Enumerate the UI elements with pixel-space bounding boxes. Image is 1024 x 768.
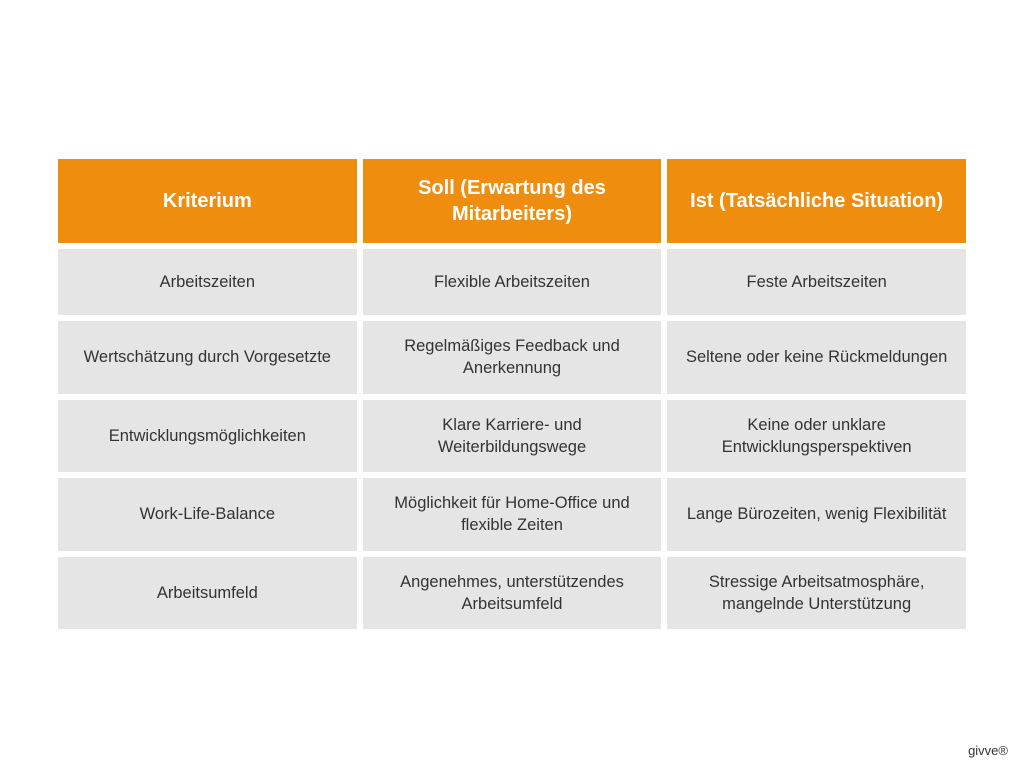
table-cell: Lange Bürozeiten, wenig Flexibilität	[667, 478, 966, 551]
table-cell: Flexible Arbeitszeiten	[363, 249, 662, 315]
table-cell: Feste Arbeitszeiten	[667, 249, 966, 315]
table-cell: Klare Karriere- und Weiterbildungswege	[363, 400, 662, 473]
table-header-soll: Soll (Erwartung des Mitarbeiters)	[363, 159, 662, 243]
table-cell: Seltene oder keine Rückmeldungen	[667, 321, 966, 394]
table-header-ist: Ist (Tatsächliche Situation)	[667, 159, 966, 243]
comparison-table: Kriterium Soll (Erwartung des Mitarbeite…	[58, 159, 966, 629]
table-cell: Entwicklungsmöglichkeiten	[58, 400, 357, 473]
brand-footnote: givve®	[968, 743, 1008, 758]
table-grid: Kriterium Soll (Erwartung des Mitarbeite…	[58, 159, 966, 629]
table-cell: Arbeitszeiten	[58, 249, 357, 315]
table-cell: Stressige Arbeitsatmosphäre, mangelnde U…	[667, 557, 966, 630]
table-header-kriterium: Kriterium	[58, 159, 357, 243]
table-cell: Möglichkeit für Home-Office und flexible…	[363, 478, 662, 551]
table-cell: Arbeitsumfeld	[58, 557, 357, 630]
table-cell: Regelmäßiges Feedback und Anerkennung	[363, 321, 662, 394]
table-cell: Keine oder unklare Entwicklungsperspekti…	[667, 400, 966, 473]
table-cell: Angenehmes, unterstützendes Arbeitsumfel…	[363, 557, 662, 630]
table-cell: Wertschätzung durch Vorgesetzte	[58, 321, 357, 394]
table-cell: Work-Life-Balance	[58, 478, 357, 551]
